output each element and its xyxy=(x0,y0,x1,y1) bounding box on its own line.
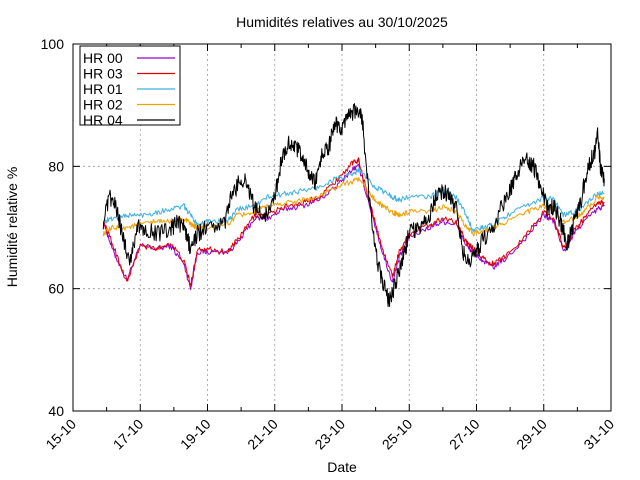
legend-box xyxy=(79,45,181,126)
x-tick-label: 19-10 xyxy=(177,416,214,453)
x-tick-label: 21-10 xyxy=(244,416,281,453)
legend-label: HR 02 xyxy=(83,97,123,113)
legend-label: HR 04 xyxy=(83,112,123,128)
x-axis-label: Date xyxy=(327,459,357,475)
grid xyxy=(73,44,611,411)
y-tick-label: 60 xyxy=(48,281,64,297)
y-tick-label: 100 xyxy=(41,36,65,52)
y-axis-label: Humidité relative % xyxy=(4,167,20,288)
y-tick-label: 80 xyxy=(48,158,64,174)
x-tick-label: 15-10 xyxy=(42,416,79,453)
x-tick-label: 25-10 xyxy=(379,416,416,453)
legend-label: HR 01 xyxy=(83,81,123,97)
series-line-hr-01 xyxy=(102,167,605,233)
series-line-hr-02 xyxy=(102,177,605,237)
x-tick-label: 31-10 xyxy=(580,416,617,453)
legend-label: HR 00 xyxy=(83,50,123,66)
chart-title: Humidités relatives au 30/10/2025 xyxy=(236,14,448,30)
x-tick-label: 17-10 xyxy=(110,416,147,453)
series-line-hr-04 xyxy=(102,103,605,308)
x-tick-label: 27-10 xyxy=(446,416,483,453)
x-tick-label: 29-10 xyxy=(513,416,550,453)
y-tick-label: 40 xyxy=(48,403,64,419)
legend-label: HR 03 xyxy=(83,66,123,82)
series-line-hr-00 xyxy=(103,163,605,291)
x-tick-label: 23-10 xyxy=(311,416,348,453)
series-layer xyxy=(102,103,605,308)
series-line-hr-03 xyxy=(102,157,605,287)
